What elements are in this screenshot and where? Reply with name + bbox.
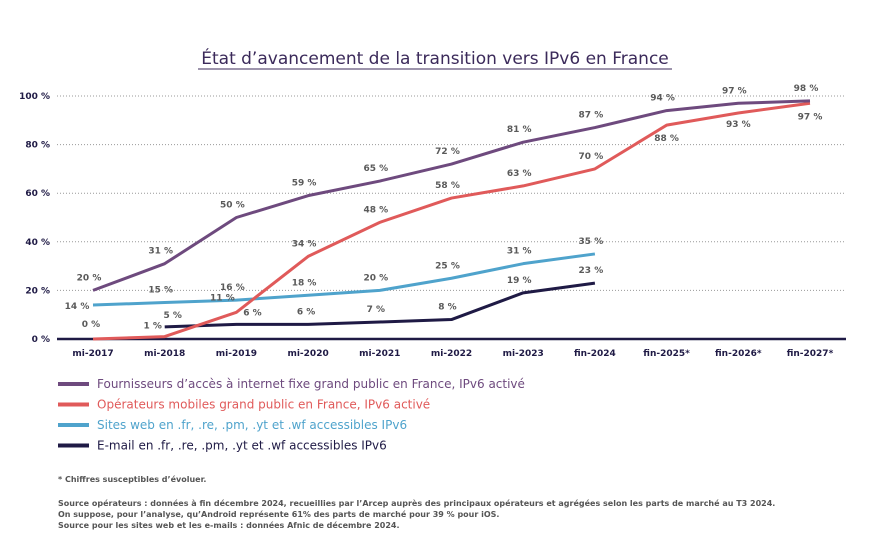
data-label: 98 % bbox=[794, 84, 819, 94]
data-label: 23 % bbox=[579, 266, 604, 276]
data-label: 35 % bbox=[579, 237, 604, 247]
source-note-3: Source pour les sites web et les e-mails… bbox=[58, 520, 400, 530]
x-tick-label: mi-2022 bbox=[431, 349, 472, 359]
data-label: 93 % bbox=[726, 120, 751, 130]
data-label: 81 % bbox=[507, 125, 532, 135]
x-tick-label: fin-2027* bbox=[787, 349, 834, 359]
legend-label: E-mail en .fr, .re, .pm, .yt et .wf acce… bbox=[97, 439, 387, 453]
data-label: 15 % bbox=[148, 286, 173, 296]
data-label: 5 % bbox=[163, 311, 181, 321]
data-label: 18 % bbox=[292, 278, 317, 288]
data-label: 6 % bbox=[243, 308, 261, 318]
data-label: 19 % bbox=[507, 276, 532, 286]
y-tick-label: 100 % bbox=[19, 92, 50, 102]
data-label: 7 % bbox=[367, 305, 385, 315]
y-tick-label: 0 % bbox=[32, 335, 50, 345]
data-label: 50 % bbox=[220, 201, 245, 211]
data-label: 65 % bbox=[363, 164, 388, 174]
legend-label: Fournisseurs d’accès à internet fixe gra… bbox=[97, 377, 525, 391]
x-tick-label: mi-2020 bbox=[287, 349, 328, 359]
data-label: 48 % bbox=[363, 205, 388, 215]
data-label: 59 % bbox=[292, 179, 317, 189]
x-tick-label: mi-2017 bbox=[72, 349, 113, 359]
data-label: 8 % bbox=[438, 303, 456, 313]
estimate-note: * Chiffres susceptibles d’évoluer. bbox=[58, 474, 206, 484]
data-label: 1 % bbox=[143, 322, 161, 332]
y-tick-label: 80 % bbox=[25, 141, 50, 151]
data-label: 20 % bbox=[77, 273, 102, 283]
data-label: 58 % bbox=[435, 181, 460, 191]
series-line-1 bbox=[92, 101, 811, 341]
data-label: 94 % bbox=[650, 94, 675, 104]
legend-label: Sites web en .fr, .re, .pm, .yt et .wf a… bbox=[97, 418, 407, 432]
legend-label: Opérateurs mobiles grand public en Franc… bbox=[97, 398, 430, 412]
x-tick-label: fin-2025* bbox=[643, 349, 690, 359]
data-label: 34 % bbox=[292, 239, 317, 249]
x-tick-label: mi-2021 bbox=[359, 349, 400, 359]
series-line-3 bbox=[164, 281, 596, 329]
data-label: 97 % bbox=[722, 86, 747, 96]
data-label: 72 % bbox=[435, 147, 460, 157]
data-label: 11 % bbox=[210, 293, 235, 303]
y-tick-label: 20 % bbox=[25, 286, 50, 296]
source-note-1: Source opérateurs : données à fin décemb… bbox=[58, 498, 775, 508]
data-label: 0 % bbox=[82, 320, 100, 330]
data-label: 25 % bbox=[435, 261, 460, 271]
data-label: 6 % bbox=[297, 307, 315, 317]
data-label: 70 % bbox=[579, 152, 604, 162]
source-note-2: On suppose, pour l’analyse, qu’Android r… bbox=[58, 509, 499, 519]
data-label: 31 % bbox=[507, 247, 532, 257]
data-label: 97 % bbox=[798, 112, 823, 122]
data-label: 63 % bbox=[507, 169, 532, 179]
data-label: 31 % bbox=[148, 247, 173, 257]
chart-title: État d’avancement de la transition vers … bbox=[201, 47, 669, 69]
x-tick-label: mi-2018 bbox=[144, 349, 185, 359]
x-tick-label: fin-2026* bbox=[715, 349, 762, 359]
data-label: 87 % bbox=[579, 111, 604, 121]
y-tick-label: 60 % bbox=[25, 189, 50, 199]
data-label: 88 % bbox=[654, 134, 679, 144]
series-line-2 bbox=[92, 252, 596, 307]
data-label: 16 % bbox=[220, 283, 245, 293]
series-line-0 bbox=[92, 99, 811, 292]
x-tick-label: fin-2024 bbox=[574, 349, 616, 359]
y-tick-label: 40 % bbox=[25, 238, 50, 248]
data-label: 20 % bbox=[363, 273, 388, 283]
x-tick-label: mi-2019 bbox=[216, 349, 257, 359]
x-tick-label: mi-2023 bbox=[503, 349, 544, 359]
data-label: 14 % bbox=[65, 302, 90, 312]
